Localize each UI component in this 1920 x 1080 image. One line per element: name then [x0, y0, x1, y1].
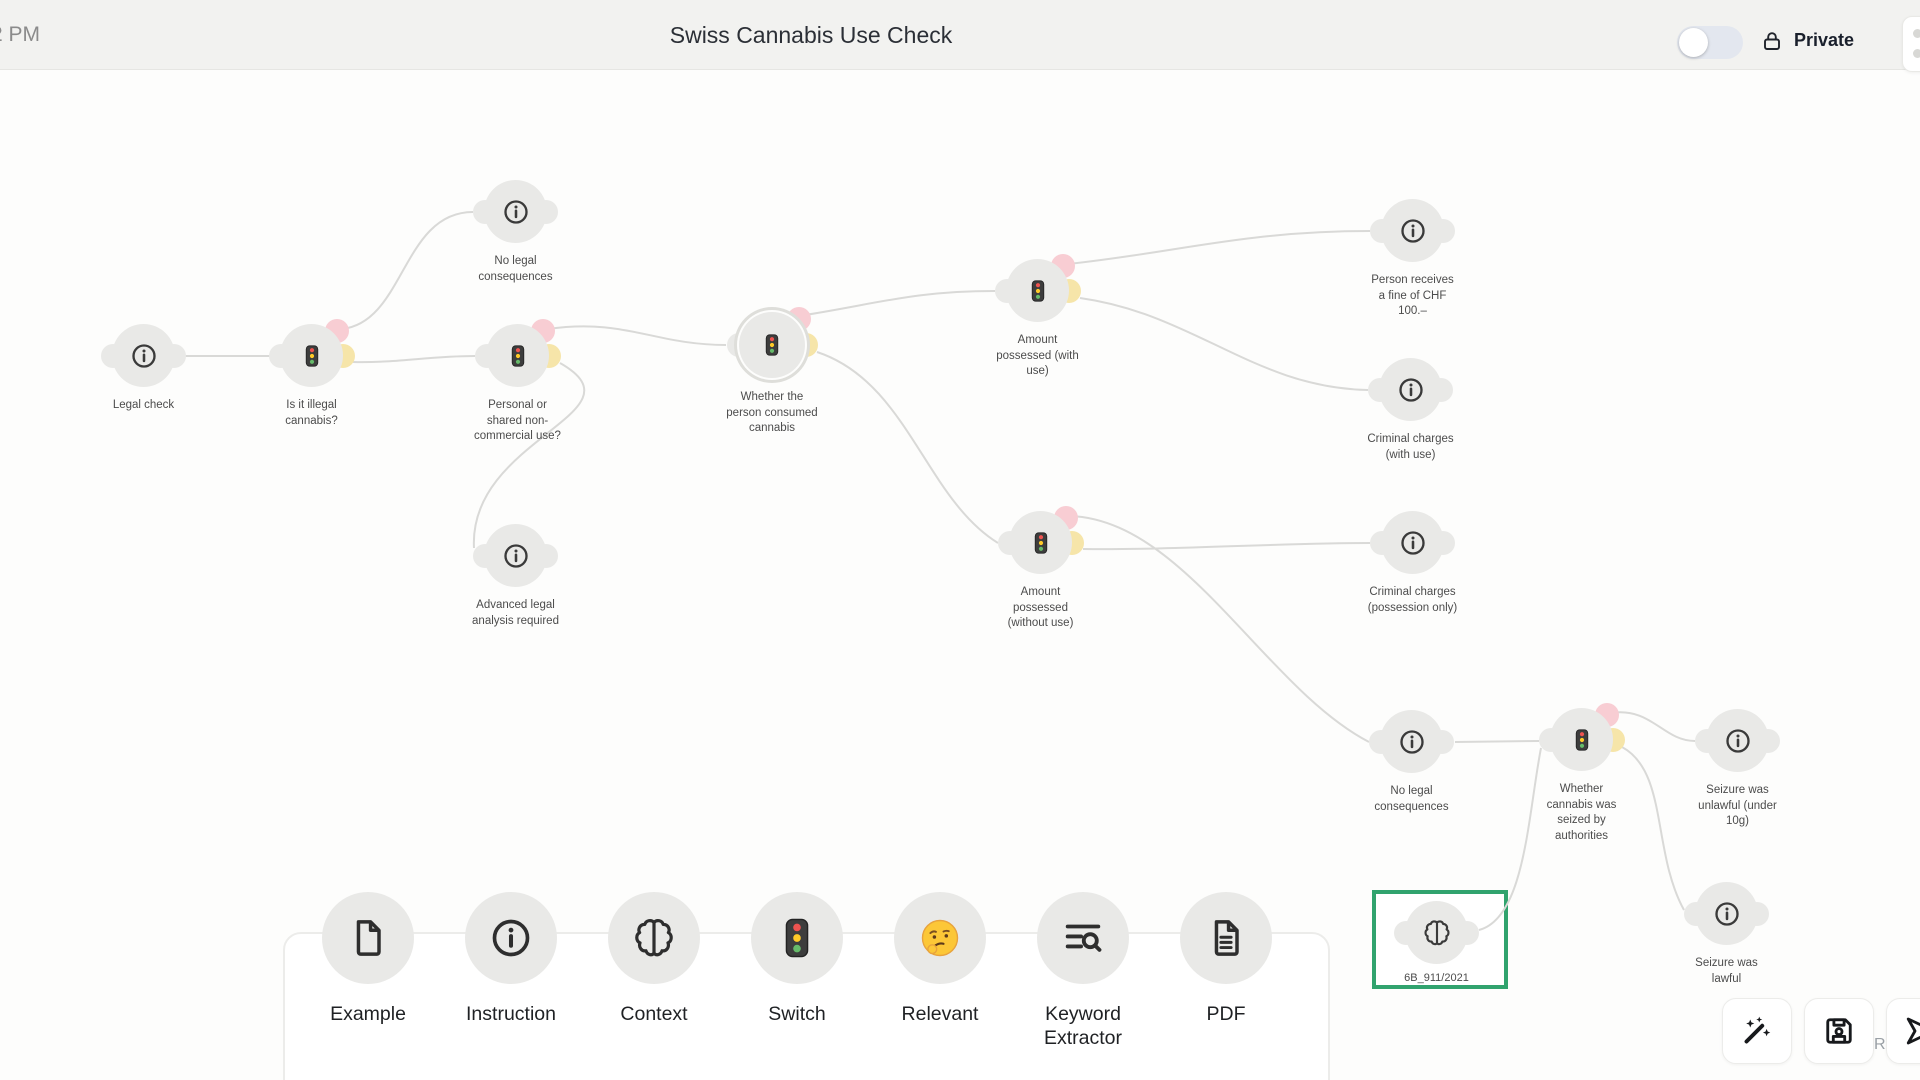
edge — [341, 211, 474, 330]
edge — [1621, 746, 1685, 911]
node-label: No legal consequences — [478, 255, 553, 283]
traffic-light-icon — [765, 334, 779, 356]
node-label: Person receives a fine of CHF 100.– — [1371, 274, 1454, 318]
palette-item-label: Instruction — [466, 1003, 556, 1025]
node-label: Is it illegal cannabis? — [285, 399, 338, 427]
top-bar: 2 PM Swiss Cannabis Use Check Private — [0, 0, 1920, 72]
avatar-dot — [1913, 29, 1920, 38]
traffic-light-icon — [305, 345, 319, 367]
node-label: Advanced legal analysis required — [472, 599, 559, 627]
node-no-legal-consequences-bottom[interactable]: No legal consequences — [1369, 710, 1454, 813]
send-button[interactable] — [1886, 998, 1920, 1064]
edge — [816, 351, 999, 544]
palette-item-instruction[interactable]: Instruction — [465, 892, 557, 1025]
node-advanced-legal-analysis[interactable]: Advanced legal analysis required — [472, 524, 559, 627]
edge — [1454, 740, 1540, 743]
traffic-light-icon — [1031, 280, 1045, 302]
list-search-icon — [1060, 915, 1106, 961]
node-is-it-illegal-cannabis[interactable]: Is it illegal cannabis? — [269, 319, 355, 427]
node-label: 6B_911/2021 — [1404, 972, 1469, 984]
traffic-light-icon — [784, 918, 810, 958]
clock-text: 2 PM — [0, 23, 41, 46]
edge — [1067, 230, 1371, 265]
info-icon — [1398, 728, 1426, 756]
file-text-icon — [1204, 916, 1248, 960]
private-toggle[interactable] — [1677, 26, 1743, 59]
palette-item-keyword-extractor[interactable]: Keyword Extractor — [1037, 892, 1129, 1049]
edge — [472, 362, 586, 549]
window-controls-card[interactable] — [1902, 16, 1920, 72]
node-label: Amount possessed (with use) — [996, 334, 1079, 378]
palette-item-label: Switch — [768, 1003, 826, 1025]
edge — [1082, 542, 1371, 551]
traffic-light-icon — [1575, 729, 1589, 751]
info-icon — [489, 916, 533, 960]
edge — [1069, 515, 1370, 743]
node-amount-possessed-with-use[interactable]: Amount possessed (with use) — [995, 254, 1081, 377]
node-seizure-lawful[interactable]: Seizure was lawful — [1684, 882, 1769, 985]
node-fine-chf-100[interactable]: Person receives a fine of CHF 100.– — [1370, 199, 1455, 317]
info-icon — [1713, 900, 1741, 928]
palette-item-pdf[interactable]: PDF — [1180, 892, 1272, 1025]
palette-item-label: PDF — [1206, 1003, 1246, 1025]
palette-item-example[interactable]: Example — [322, 892, 414, 1025]
traffic-light-icon — [1034, 532, 1048, 554]
palette-item-context[interactable]: Context — [608, 892, 700, 1025]
traffic-light-icon — [511, 345, 525, 367]
info-icon — [130, 342, 158, 370]
edge — [352, 355, 476, 364]
node-label: Seizure was unlawful (under 10g) — [1698, 784, 1777, 828]
node-criminal-charges-possession-only[interactable]: Criminal charges (possession only) — [1368, 511, 1457, 614]
node-label: Seizure was lawful — [1695, 957, 1758, 985]
r-text: R — [1874, 1036, 1886, 1053]
node-personal-or-shared-use[interactable]: Personal or shared non-commercial use? — [474, 319, 561, 442]
thinking-face-icon — [919, 917, 961, 959]
info-icon — [1399, 529, 1427, 557]
edge — [804, 290, 996, 316]
node-legal-check[interactable]: Legal check — [101, 324, 186, 411]
page-title[interactable]: Swiss Cannabis Use Check — [669, 22, 953, 48]
palette-item-label: Context — [620, 1003, 688, 1025]
edge — [1079, 297, 1369, 391]
magic-wand-button[interactable] — [1722, 998, 1792, 1064]
node-label: Whether cannabis was seized by authoriti… — [1546, 783, 1617, 842]
save-icon — [1821, 1013, 1857, 1049]
node-label: Criminal charges (with use) — [1367, 433, 1454, 461]
node-criminal-charges-with-use[interactable]: Criminal charges (with use) — [1367, 358, 1454, 461]
file-icon — [346, 916, 390, 960]
node-label: Legal check — [112, 399, 175, 411]
node-whether-cannabis-seized[interactable]: Whether cannabis was seized by authoriti… — [1539, 703, 1625, 842]
node-no-legal-consequences-top[interactable]: No legal consequences — [473, 180, 558, 283]
brain-icon — [1421, 917, 1453, 949]
lock-icon — [1760, 29, 1784, 53]
palette-item-label: Keyword Extractor — [1043, 1003, 1123, 1050]
info-icon — [502, 198, 530, 226]
edge — [547, 325, 727, 346]
info-icon — [1397, 376, 1425, 404]
palette-item-relevant[interactable]: Relevant — [894, 892, 986, 1025]
info-icon — [1724, 727, 1752, 755]
node-case-6b-911-2021[interactable]: 6B_911/2021 — [1394, 901, 1479, 984]
save-button[interactable] — [1804, 998, 1874, 1064]
palette-item-label: Example — [330, 1003, 406, 1025]
node-label: No legal consequences — [1374, 785, 1449, 813]
brain-icon — [630, 914, 678, 962]
node-label: Personal or shared non-commercial use? — [474, 399, 561, 443]
palette-item-switch[interactable]: Switch — [751, 892, 843, 1025]
magic-wand-icon — [1739, 1013, 1775, 1049]
node-whether-person-consumed[interactable]: Whether the person consumed cannabis — [726, 307, 818, 434]
send-icon — [1903, 1013, 1920, 1049]
node-label: Whether the person consumed cannabis — [726, 391, 818, 435]
toggle-knob — [1679, 28, 1708, 57]
info-icon — [502, 542, 530, 570]
node-seizure-unlawful[interactable]: Seizure was unlawful (under 10g) — [1695, 709, 1780, 827]
avatar-dot — [1913, 49, 1920, 58]
node-amount-possessed-without-use[interactable]: Amount possessed (without use) — [998, 506, 1084, 629]
palette-item-label: Relevant — [901, 1003, 979, 1025]
private-label: Private — [1794, 30, 1855, 50]
info-icon — [1399, 217, 1427, 245]
node-label: Amount possessed (without use) — [1007, 586, 1074, 630]
node-label: Criminal charges (possession only) — [1367, 586, 1458, 614]
